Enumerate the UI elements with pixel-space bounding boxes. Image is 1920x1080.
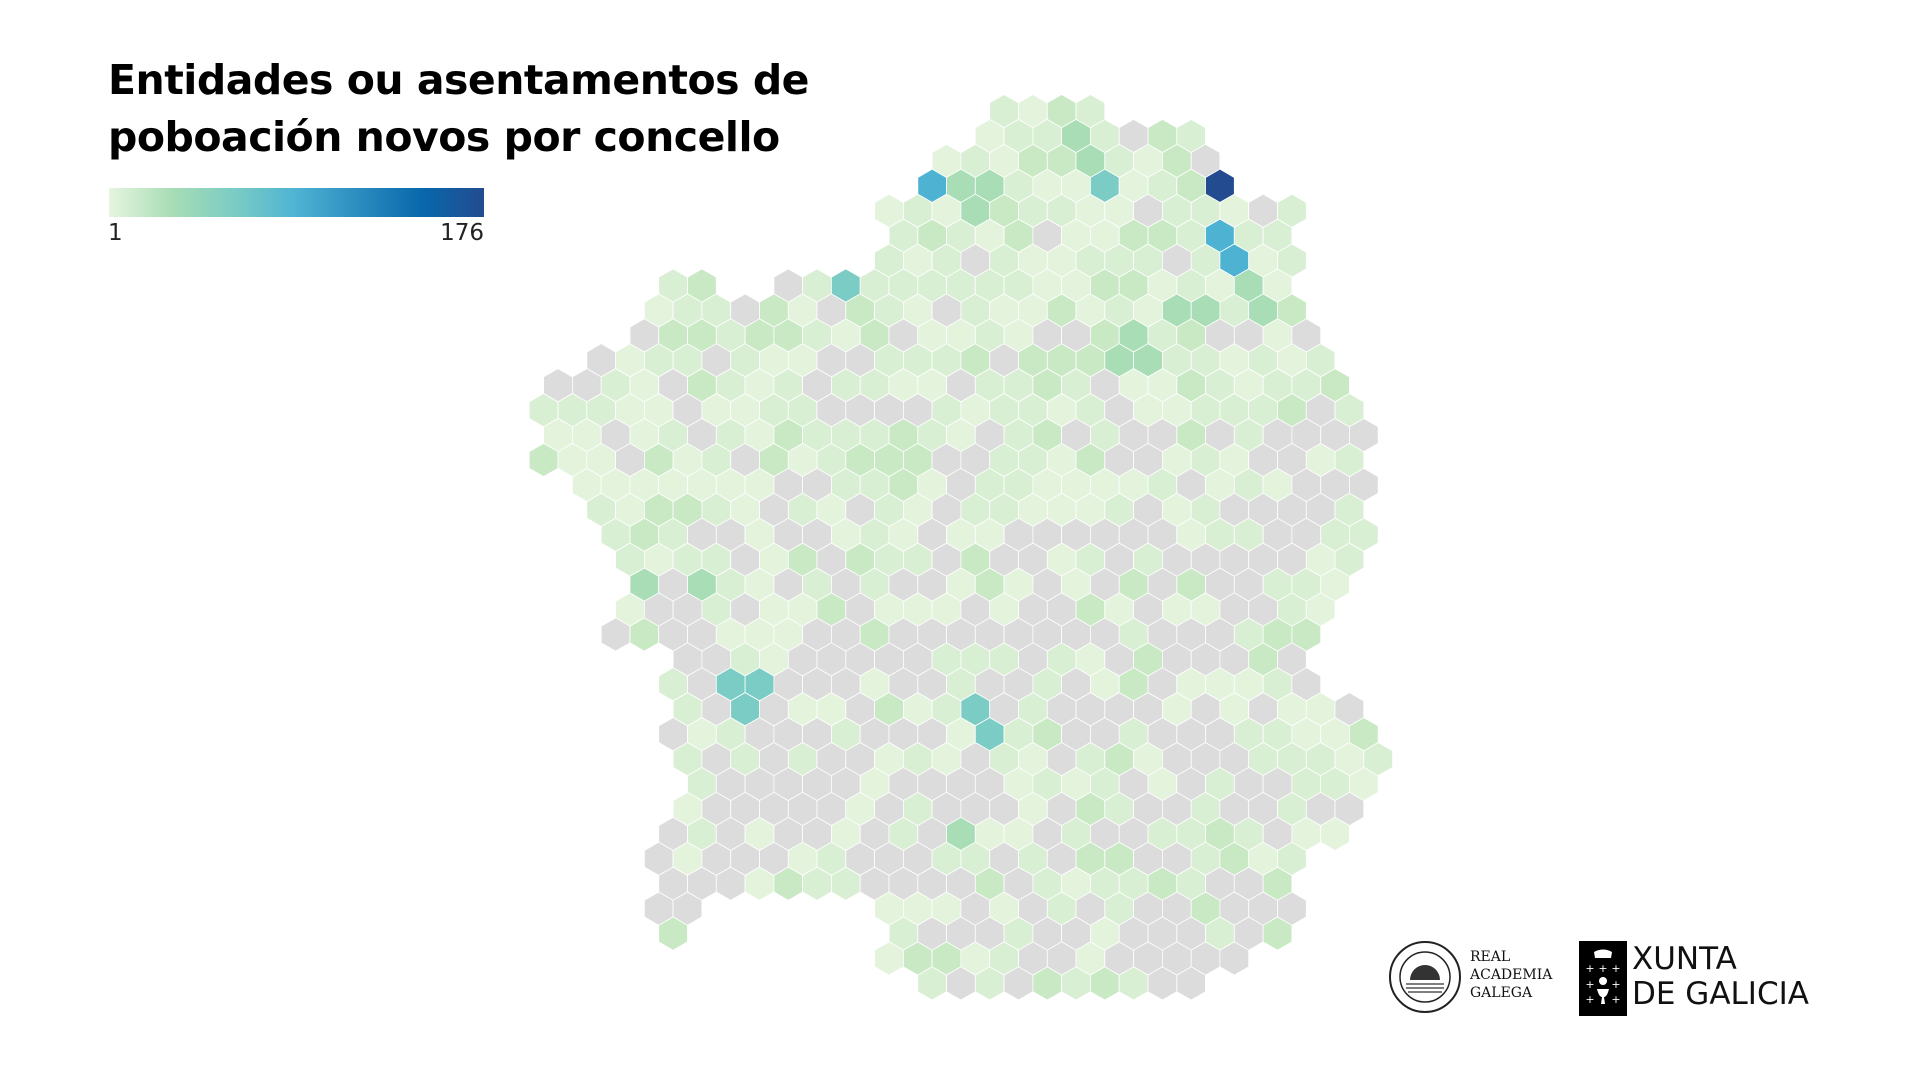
svg-text:+: + [1611, 962, 1620, 975]
municipality-region [1262, 916, 1293, 951]
xunta-line-1: XUNTA [1632, 941, 1737, 977]
xunta-line-2: DE GALICIA [1632, 976, 1809, 1012]
municipality-region [658, 916, 688, 951]
rag-line-1: REAL [1470, 949, 1511, 965]
map-title: Entidades ou asentamentos de poboación n… [108, 52, 809, 166]
svg-text:+: + [1611, 978, 1620, 991]
svg-text:+: + [1611, 993, 1620, 1006]
rag-logo-text: REAL ACADEMIA GALEGA [1470, 948, 1552, 1002]
legend-max-label: 176 [440, 220, 484, 246]
title-line-1: Entidades ou asentamentos de [108, 56, 809, 104]
title-line-2: poboación novos por concello [108, 113, 780, 161]
legend-min-label: 1 [108, 220, 123, 246]
color-legend-bar [109, 188, 484, 217]
municipality-region [1219, 941, 1250, 976]
rag-line-3: GALEGA [1470, 985, 1533, 1001]
real-academia-galega-seal-logo [1389, 941, 1461, 1013]
municipality-region [1176, 966, 1206, 1001]
svg-text:+: + [1585, 993, 1594, 1006]
xunta-emblem-logo: + + + + + + + [1579, 941, 1627, 1016]
municipality-region [1320, 816, 1350, 851]
rag-line-2: ACADEMIA [1470, 967, 1553, 983]
svg-text:+: + [1598, 962, 1607, 975]
svg-text:+: + [1585, 962, 1594, 975]
xunta-logo-text: XUNTA DE GALICIA [1632, 942, 1809, 1012]
svg-text:+: + [1585, 978, 1594, 991]
